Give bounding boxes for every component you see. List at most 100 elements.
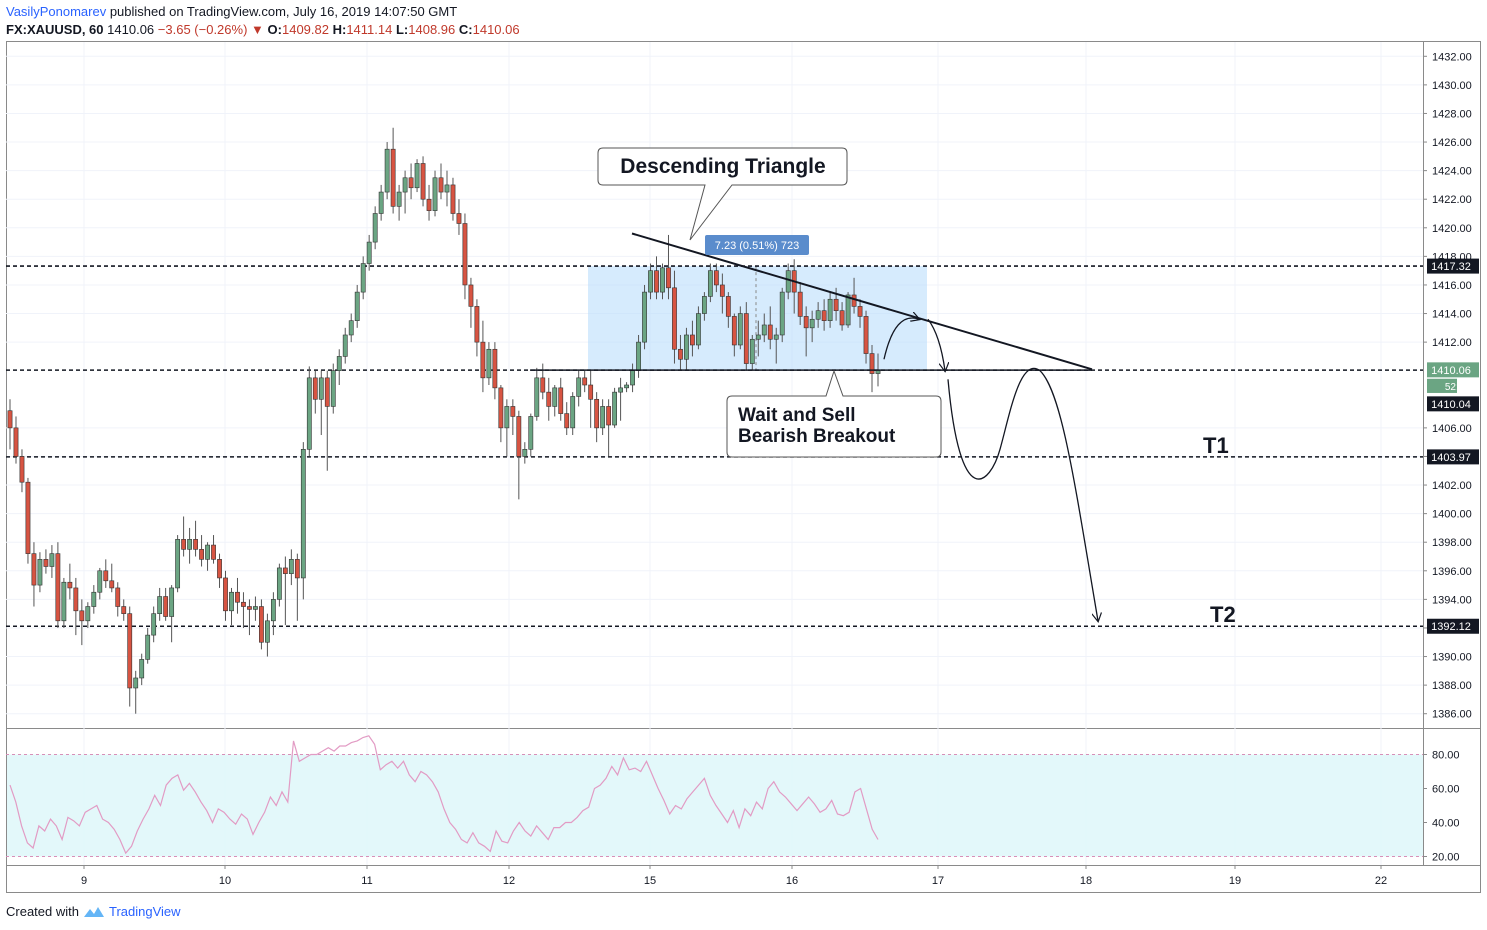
candle-body bbox=[336, 356, 342, 372]
candle-body bbox=[696, 313, 701, 346]
candle-body bbox=[654, 270, 659, 293]
price-axis[interactable]: 1432.00 1430.00 1428.00 1426.00 1424.00 1422.… bbox=[1423, 51, 1479, 864]
time-axis[interactable]: 9 10 11 12 15 16 17 18 19 22 bbox=[81, 865, 1387, 887]
candle-body bbox=[444, 184, 450, 193]
price-label-bg bbox=[1427, 258, 1479, 274]
last-price: 1410.06 bbox=[107, 22, 155, 37]
candle-body bbox=[737, 313, 743, 346]
wait-callout-line2: Bearish Breakout bbox=[738, 426, 896, 447]
candle-body bbox=[211, 544, 216, 560]
candle-body bbox=[432, 177, 438, 211]
price-label-text: 1410.04 bbox=[1431, 399, 1471, 411]
candle-body bbox=[420, 163, 426, 200]
price-tick-label: 1396.00 bbox=[1432, 566, 1472, 578]
candle-body bbox=[19, 456, 25, 483]
projection-arrow-down bbox=[927, 318, 945, 370]
measure-label-text: 7.23 (0.51%) 723 bbox=[715, 240, 799, 252]
price-label-text: 1417.32 bbox=[1431, 261, 1471, 273]
down-arrow-icon: ▼ bbox=[251, 22, 264, 37]
candle-body bbox=[612, 391, 618, 426]
rsi-band bbox=[7, 754, 1423, 857]
open-value: 1409.82 bbox=[281, 22, 329, 37]
candle-body bbox=[678, 348, 683, 360]
published-text: published on TradingView.com, July 16, 2… bbox=[109, 4, 458, 19]
triangle-callout-box bbox=[597, 147, 848, 241]
candle-body bbox=[426, 198, 432, 211]
close-value: 1410.06 bbox=[472, 22, 520, 37]
candle-body bbox=[133, 677, 139, 689]
candle-body bbox=[259, 606, 264, 643]
price-tick-label: 1432.00 bbox=[1432, 51, 1472, 63]
candle-body bbox=[456, 213, 462, 224]
triangle-upper-line bbox=[631, 232, 1093, 371]
high-label: H: bbox=[332, 22, 347, 37]
candle-body bbox=[157, 596, 163, 614]
open-label: O: bbox=[267, 22, 282, 37]
candle-body bbox=[241, 601, 246, 607]
candle-body bbox=[330, 370, 336, 407]
price-tick-label: 1394.00 bbox=[1432, 594, 1472, 606]
candle-body bbox=[480, 341, 486, 379]
time-tick-label: 15 bbox=[644, 875, 656, 887]
candle-body bbox=[767, 324, 773, 340]
price-tick-label: 1402.00 bbox=[1432, 480, 1472, 492]
price-label-bg bbox=[1427, 362, 1479, 378]
price-tick-label: 1406.00 bbox=[1432, 423, 1472, 435]
candle-body bbox=[13, 427, 19, 457]
candle-body bbox=[438, 177, 444, 193]
time-tick-label: 12 bbox=[503, 875, 515, 887]
price-label-bg bbox=[1427, 396, 1479, 412]
price-label-text: 1392.12 bbox=[1431, 621, 1471, 633]
candle-body bbox=[115, 587, 121, 607]
price-label-bg bbox=[1427, 618, 1479, 634]
price-tick-label: 1398.00 bbox=[1432, 537, 1472, 549]
wait-callout-line1: Wait and Sell bbox=[738, 405, 856, 426]
candle-body bbox=[743, 313, 749, 364]
candle-body bbox=[684, 334, 689, 360]
rsi-line bbox=[9, 735, 879, 855]
candle-body bbox=[827, 298, 833, 321]
candle-body bbox=[815, 310, 821, 320]
rsi-pane bbox=[6, 735, 1423, 857]
candle-body bbox=[516, 416, 522, 457]
candle-body bbox=[265, 620, 270, 643]
author-link[interactable]: VasilyPonomarev bbox=[6, 4, 107, 19]
candle-body bbox=[384, 148, 390, 193]
candle-body bbox=[127, 613, 133, 689]
candle-body bbox=[594, 398, 600, 429]
close-label: C: bbox=[458, 22, 473, 37]
candle-body bbox=[833, 298, 839, 311]
price-tick-label: 1400.00 bbox=[1432, 509, 1472, 521]
candle-body bbox=[270, 599, 276, 622]
time-tick-label: 18 bbox=[1080, 875, 1092, 887]
symbol-legend: FX:XAUUSD, 60 1410.06 −3.65 (−0.26%) ▼ O… bbox=[6, 22, 520, 38]
tradingview-link[interactable]: TradingView bbox=[108, 904, 181, 919]
candle-body bbox=[49, 553, 55, 567]
chart-canvas[interactable]: Descending Triangle 7.23 (0.51%) 723 Wait … bbox=[0, 0, 1487, 900]
candle-body bbox=[253, 606, 258, 610]
candle-body bbox=[582, 377, 588, 386]
candle-body bbox=[109, 580, 115, 589]
price-tick-label: 1428.00 bbox=[1432, 108, 1472, 120]
price-tick-label: 1430.00 bbox=[1432, 80, 1472, 92]
symbol-name[interactable]: FX:XAUUSD, 60 bbox=[6, 22, 104, 37]
candle-body bbox=[217, 559, 222, 579]
candle-body bbox=[528, 416, 534, 450]
candle-body bbox=[492, 348, 498, 389]
price-label-text: 1403.97 bbox=[1431, 452, 1471, 464]
candle-body bbox=[348, 320, 354, 336]
candle-body bbox=[85, 606, 91, 622]
time-tick-label: 22 bbox=[1375, 875, 1387, 887]
candle-body bbox=[205, 544, 210, 560]
candle-body bbox=[803, 316, 809, 329]
price-tick-label: 1412.00 bbox=[1432, 337, 1472, 349]
candle-body bbox=[755, 334, 761, 340]
candle-body bbox=[600, 406, 606, 429]
candle-body bbox=[354, 291, 360, 321]
t1-label: T1 bbox=[1203, 433, 1229, 458]
price-tick-label: 1386.00 bbox=[1432, 709, 1472, 721]
candle-body bbox=[630, 370, 635, 386]
candle-body bbox=[25, 481, 31, 554]
candle-body bbox=[468, 284, 474, 307]
candle-body bbox=[121, 606, 127, 614]
